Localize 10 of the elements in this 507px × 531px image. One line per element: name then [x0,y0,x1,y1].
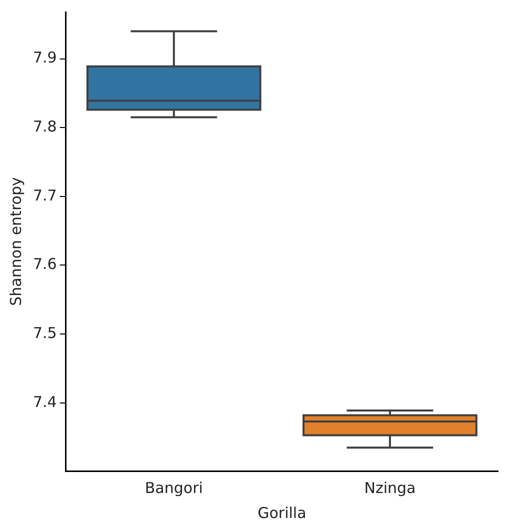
y-tick-label: 7.4 [32,392,57,411]
y-axis-title: Shannon entropy [6,177,25,306]
x-tick-label: Nzinga [364,478,416,497]
x-tick-label: Bangori [144,478,203,497]
y-tick-label: 7.5 [32,324,57,342]
x-axis-title: Gorilla [258,504,306,522]
y-tick-label: 7.6 [32,255,57,274]
y-tick-label: 7.8 [32,118,57,136]
y-tick-label: 7.9 [32,48,57,67]
y-tick-label: 7.7 [32,186,57,204]
